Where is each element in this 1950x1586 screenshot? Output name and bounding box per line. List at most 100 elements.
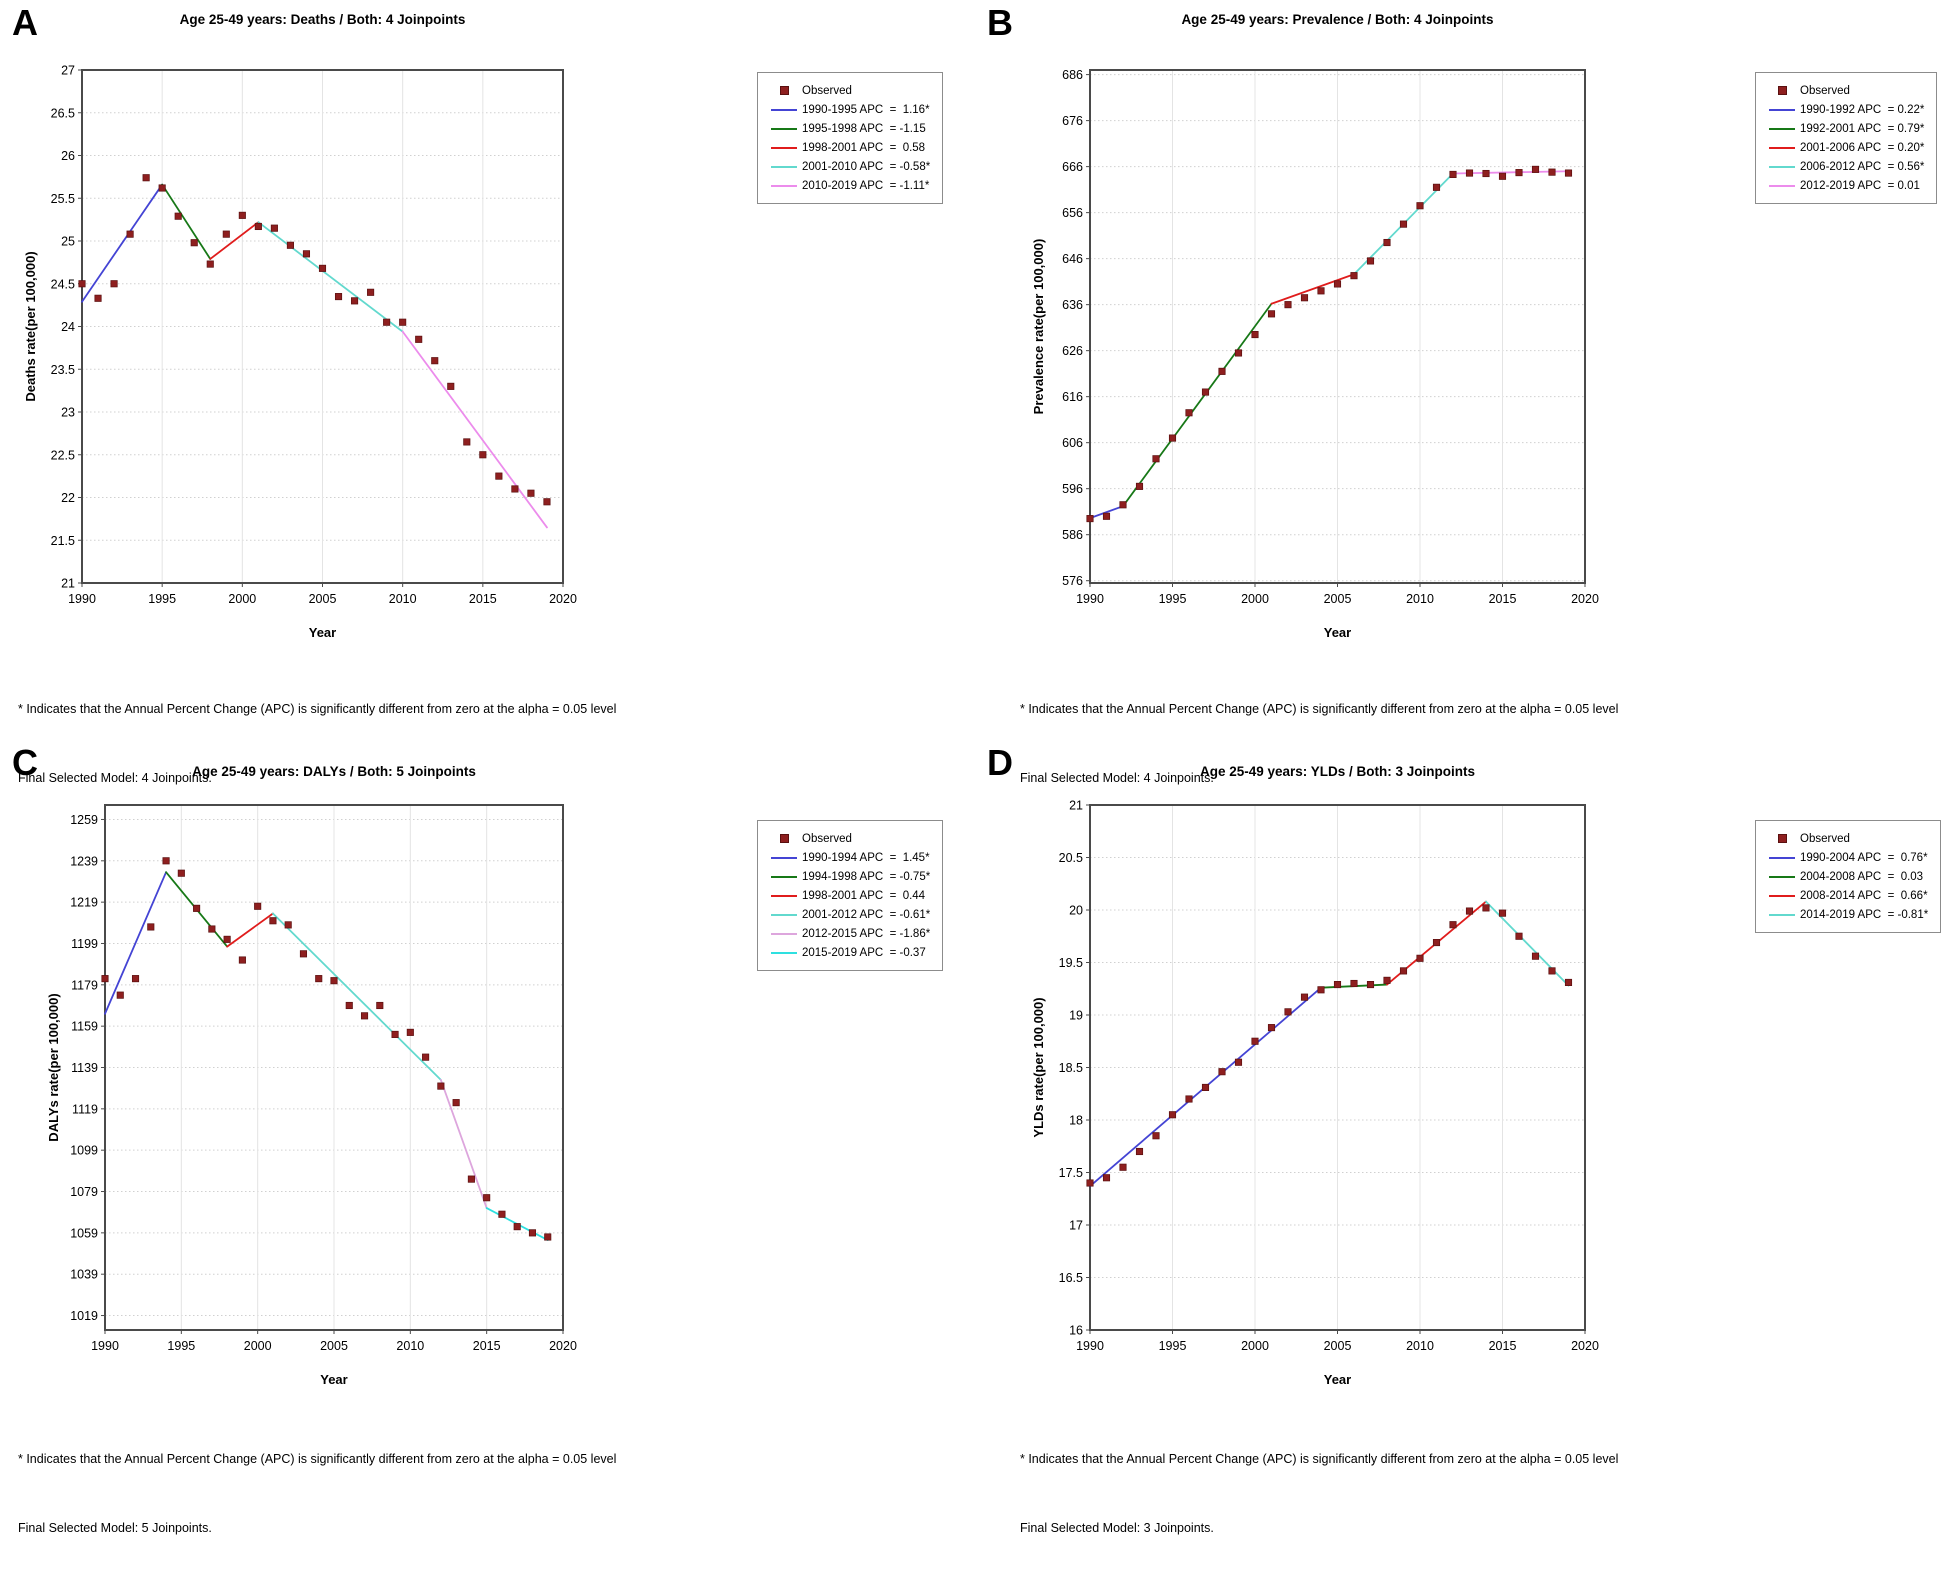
y-tick-label: 1219: [70, 896, 98, 910]
observed-point: [131, 975, 140, 983]
legend-label: 2001-2010 APC = -0.58*: [802, 160, 931, 173]
x-tick-label: 1995: [148, 592, 176, 606]
observed-point: [223, 935, 231, 943]
legend-label: 2006-2012 APC = 0.56*: [1800, 160, 1925, 173]
legend-item-segment: 2006-2012 APC = 0.56*: [1764, 157, 1924, 176]
segment-line-icon: [1764, 875, 1800, 878]
panel-letter: C: [12, 742, 38, 783]
segment-line-icon: [1764, 165, 1800, 168]
observed-point: [415, 335, 423, 343]
footnote-significance: * Indicates that the Annual Percent Chan…: [18, 1452, 617, 1466]
observed-point: [1102, 512, 1111, 520]
y-tick-label: 22.5: [51, 448, 75, 462]
legend-label: Observed: [802, 832, 852, 845]
x-tick-label: 2020: [549, 592, 577, 606]
legend-item-segment: 2001-2010 APC = -0.58*: [766, 157, 930, 176]
observed-point: [431, 357, 439, 365]
y-tick-label: 23.5: [51, 363, 75, 377]
legend: Observed 1990-2004 APC = 0.76* 2004-2008 A…: [1755, 820, 1942, 933]
y-tick-label: 586: [1062, 528, 1083, 542]
apc-segment-line: [161, 183, 212, 260]
x-tick-label: 2020: [1571, 1339, 1599, 1353]
y-tick-label: 1119: [72, 1102, 98, 1116]
segment-line-icon: [1764, 146, 1800, 149]
observed-point: [1102, 1174, 1111, 1182]
joinpoint-segments: [81, 183, 548, 529]
observed-point: [162, 857, 170, 865]
observed-point: [1234, 349, 1243, 357]
observed-point: [1333, 981, 1342, 989]
y-tick-label: 19.5: [1059, 956, 1083, 970]
segment-line-icon: [766, 856, 802, 859]
y-tick-label: 1079: [70, 1185, 98, 1199]
legend-item-observed: Observed: [766, 81, 930, 100]
y-tick-label: 24: [61, 320, 75, 334]
observed-points: [1086, 904, 1573, 1187]
legend-label: Observed: [1800, 84, 1850, 97]
observed-point: [463, 438, 471, 446]
legend-item-segment: 1998-2001 APC = 0.58: [766, 138, 930, 157]
observed-points: [1086, 165, 1573, 523]
panel-letter: B: [987, 2, 1013, 43]
legend: Observed 1990-1995 APC = 1.16* 1995-1998 A…: [757, 72, 944, 204]
axes: 2726.52625.52524.52423.52322.52221.52119…: [23, 64, 577, 641]
observed-point: [101, 975, 109, 983]
legend-label: 1995-1998 APC = -1.15: [802, 122, 926, 135]
y-tick-label: 1039: [70, 1268, 98, 1282]
chart-title: Age 25-49 years: DALYs / Both: 5 Joinpoi…: [192, 764, 476, 779]
observed-point: [1564, 169, 1573, 177]
observed-point: [1383, 976, 1391, 984]
y-tick-label: 16: [1069, 1324, 1083, 1338]
apc-segment-line: [1122, 302, 1273, 508]
observed-marker-icon: [766, 834, 802, 843]
y-tick-label: 1139: [71, 1061, 98, 1075]
legend-label: 1990-1995 APC = 1.16*: [802, 103, 930, 116]
apc-segment-line: [1485, 900, 1570, 987]
observed-points: [101, 857, 552, 1241]
y-tick-label: 21: [1069, 799, 1083, 813]
observed-point: [254, 902, 262, 910]
segment-line-icon: [766, 913, 802, 916]
x-tick-label: 1995: [167, 1339, 195, 1353]
observed-point: [269, 917, 277, 925]
x-tick-label: 2000: [228, 592, 256, 606]
observed-point: [1218, 1068, 1226, 1076]
y-axis-label: DALYs rate(per 100,000): [46, 993, 61, 1141]
legend-item-segment: 2001-2006 APC = 0.20*: [1764, 138, 1924, 157]
observed-point: [1498, 172, 1507, 180]
x-tick-label: 2015: [473, 1339, 501, 1353]
observed-point: [447, 382, 455, 390]
observed-point: [1482, 169, 1490, 178]
observed-point: [270, 224, 278, 232]
observed-point: [406, 1028, 414, 1036]
observed-point: [1432, 939, 1441, 947]
joinpoint-segments: [1089, 900, 1570, 1188]
observed-point: [116, 991, 124, 999]
observed-point: [110, 280, 118, 288]
observed-marker-icon: [766, 86, 802, 95]
y-tick-label: 23: [61, 406, 75, 420]
observed-point: [1267, 1024, 1276, 1032]
legend-label: 1992-2001 APC = 0.79*: [1800, 122, 1925, 135]
footnote-model: Final Selected Model: 4 Joinpoints.: [1020, 771, 1214, 785]
footnotes: * Indicates that the Annual Percent Chan…: [1020, 652, 1618, 836]
observed-point: [1416, 202, 1424, 210]
observed-points: [78, 174, 551, 506]
observed-point: [1416, 954, 1424, 962]
chart-plot-area: 686 676 666 656 646 636 626 616 606 596 586 576 1990…: [975, 30, 1675, 663]
segment-line-icon: [766, 951, 802, 954]
apc-segment-line: [401, 330, 548, 529]
chart-plot-area: 21 20.5 20 19.5 19 18.5 18 17.5 17 16.5 16 1990 1995…: [975, 780, 1675, 1425]
segment-line-icon: [1764, 894, 1800, 897]
y-tick-label: 21: [61, 577, 75, 591]
y-tick-label: 21.5: [51, 534, 75, 548]
observed-point: [208, 925, 216, 933]
observed-point: [1366, 257, 1375, 265]
apc-segment-line: [1089, 505, 1124, 520]
observed-point: [376, 1001, 384, 1010]
x-tick-label: 2010: [1406, 1339, 1434, 1353]
y-tick-label: 1059: [70, 1226, 98, 1240]
footnotes: * Indicates that the Annual Percent Chan…: [1020, 1402, 1618, 1586]
apc-segment-line: [104, 871, 167, 1015]
y-tick-label: 626: [1062, 344, 1083, 358]
